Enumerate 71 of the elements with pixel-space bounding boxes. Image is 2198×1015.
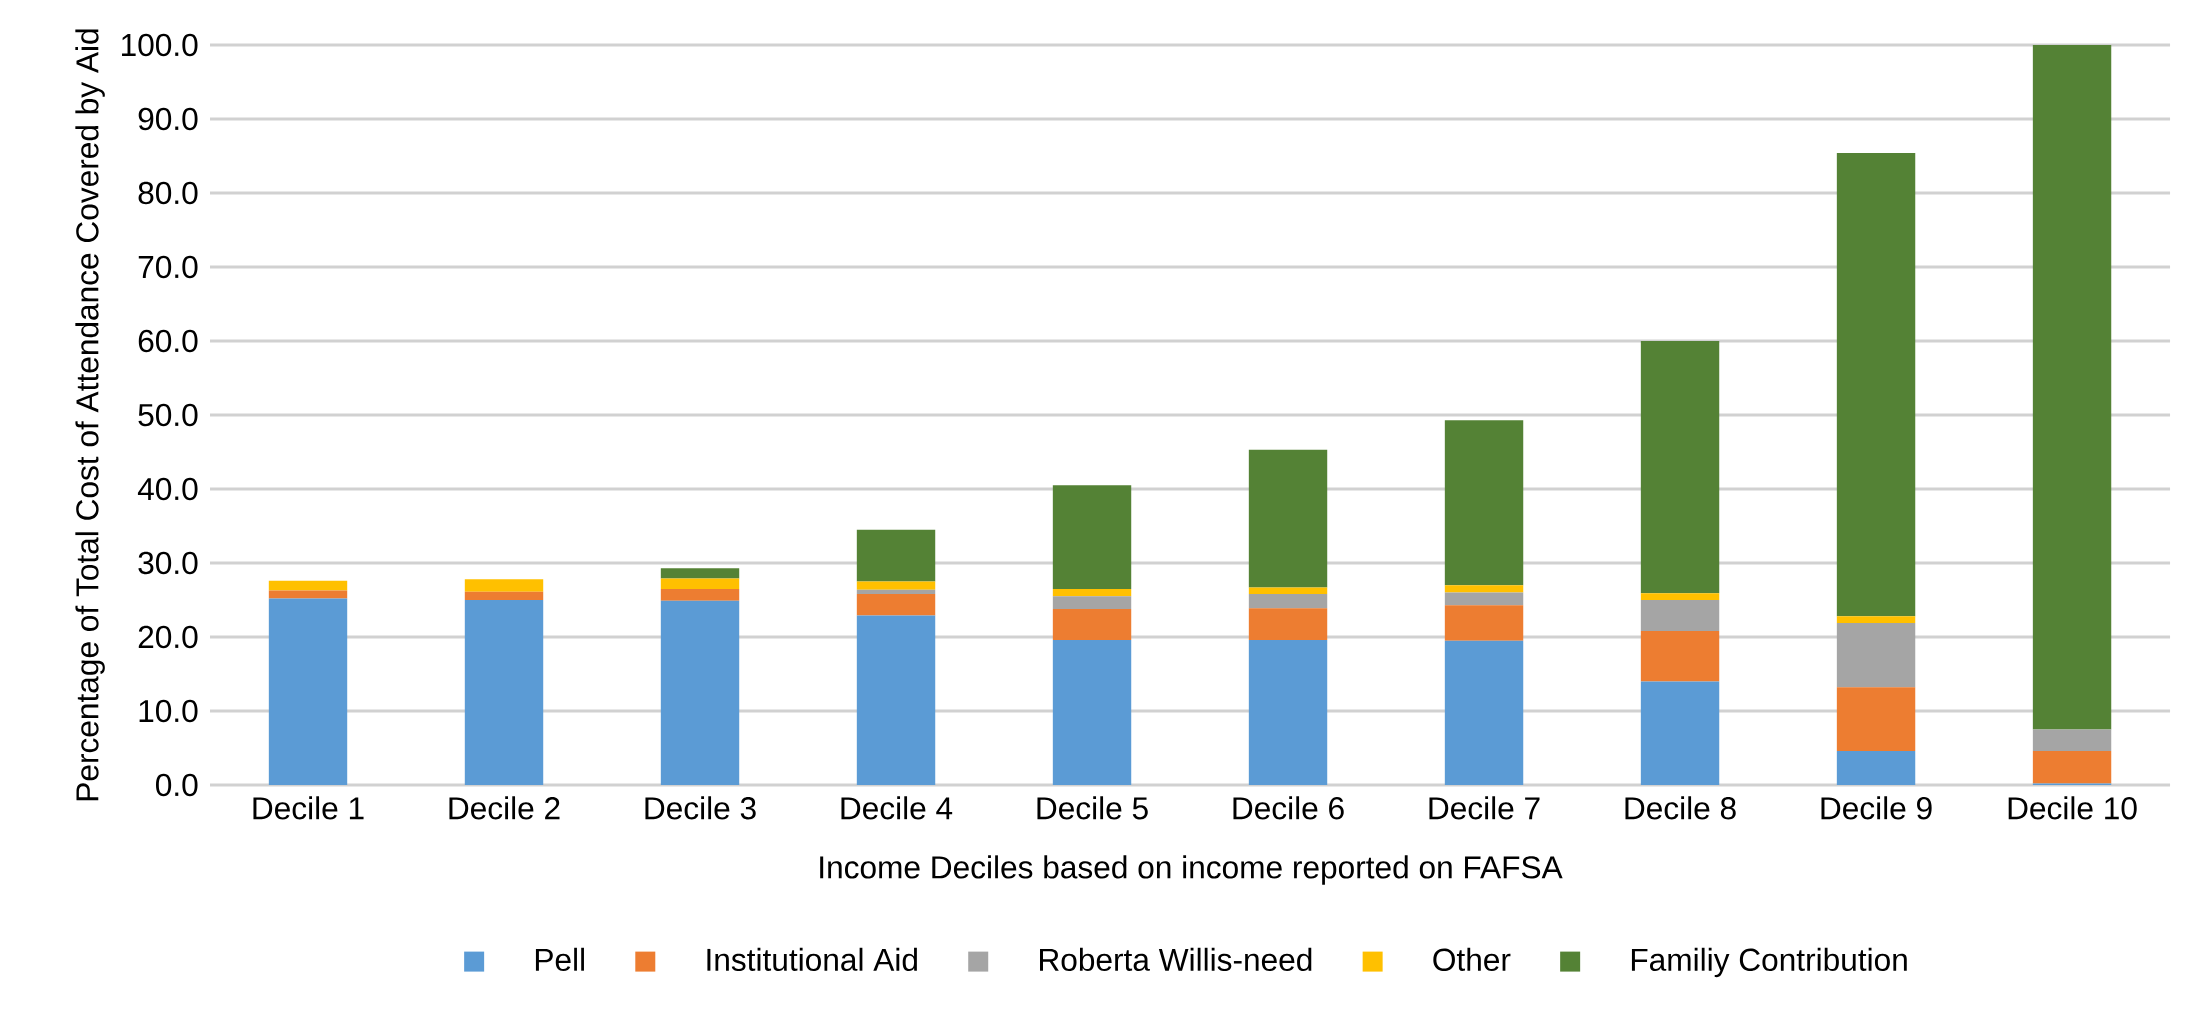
bar xyxy=(856,529,936,582)
x-tick-label: Decile 3 xyxy=(645,796,756,820)
x-tick-label: Decile 8 xyxy=(1625,796,1736,820)
bar xyxy=(856,615,936,786)
bar xyxy=(1248,639,1328,786)
bar xyxy=(2032,45,2112,730)
y-tick-label: 30.0 xyxy=(138,551,198,575)
legend-label: Roberta Willis-need xyxy=(1040,947,1312,972)
bar xyxy=(1052,639,1132,786)
x-tick-label: Decile 5 xyxy=(1037,796,1148,820)
bar xyxy=(1052,485,1132,589)
bar xyxy=(2032,750,2112,784)
y-tick-label: 100.0 xyxy=(122,33,198,57)
bar xyxy=(464,579,544,592)
bar xyxy=(1248,594,1328,609)
y-axis-title: Percentage of Total Cost of Attendance Covered by Aid xyxy=(75,29,105,801)
bar xyxy=(1836,153,1916,617)
bar xyxy=(1444,605,1524,641)
bar xyxy=(1248,608,1328,640)
y-tick-label: 40.0 xyxy=(137,477,198,501)
bar xyxy=(464,591,544,601)
x-tick-label: Decile 7 xyxy=(1429,796,1540,820)
legend-label: Other xyxy=(1433,947,1511,972)
bar xyxy=(1640,631,1720,682)
bar xyxy=(660,600,740,786)
bar xyxy=(660,568,740,579)
bar xyxy=(1836,616,1916,623)
y-tick-label: 0.0 xyxy=(156,773,198,797)
bar xyxy=(268,598,348,786)
y-tick-label: 70.0 xyxy=(138,255,198,279)
legend-label: Familiy Contribution xyxy=(1631,947,1907,978)
bar xyxy=(1444,592,1524,606)
bar xyxy=(1052,588,1132,597)
y-tick-label: 60.0 xyxy=(138,329,198,353)
bar xyxy=(660,578,740,589)
bar xyxy=(1444,420,1524,586)
bar xyxy=(856,589,936,595)
bar xyxy=(1444,585,1524,593)
bar xyxy=(268,580,348,591)
bar xyxy=(1640,341,1720,594)
bar xyxy=(660,588,740,601)
bar xyxy=(1444,640,1524,786)
legend-label: Institutional Aid xyxy=(707,947,917,972)
bar xyxy=(1052,608,1132,640)
bar xyxy=(856,594,936,616)
bar xyxy=(1052,596,1132,609)
y-tick-label: 20.0 xyxy=(138,625,198,649)
bar xyxy=(1248,449,1328,588)
bar xyxy=(1836,750,1916,786)
x-tick-label: Decile 4 xyxy=(841,796,953,820)
bar xyxy=(1836,687,1916,751)
bar xyxy=(856,581,936,590)
x-tick-label: Decile 10 xyxy=(2008,796,2137,820)
bar xyxy=(2032,729,2112,751)
bar xyxy=(268,590,348,599)
y-tick-label: 90.0 xyxy=(138,107,198,131)
x-tick-label: Decile 9 xyxy=(1821,796,1932,820)
legend-label: Pell xyxy=(535,947,584,972)
x-tick-label: Decile 2 xyxy=(449,796,560,820)
bar xyxy=(1248,587,1328,595)
y-tick-label: 80.0 xyxy=(138,181,198,205)
bar xyxy=(1640,593,1720,601)
y-tick-label: 10.0 xyxy=(139,699,198,723)
x-tick-label: Decile 6 xyxy=(1233,796,1344,820)
x-axis-title: Income Deciles based on income reported on FAFSA xyxy=(820,855,1563,885)
bar xyxy=(1836,622,1916,688)
x-tick-label: Decile 1 xyxy=(253,796,364,820)
bar xyxy=(464,600,544,786)
bar xyxy=(1640,600,1720,632)
y-tick-label: 50.0 xyxy=(138,403,198,427)
bar xyxy=(1640,681,1720,786)
